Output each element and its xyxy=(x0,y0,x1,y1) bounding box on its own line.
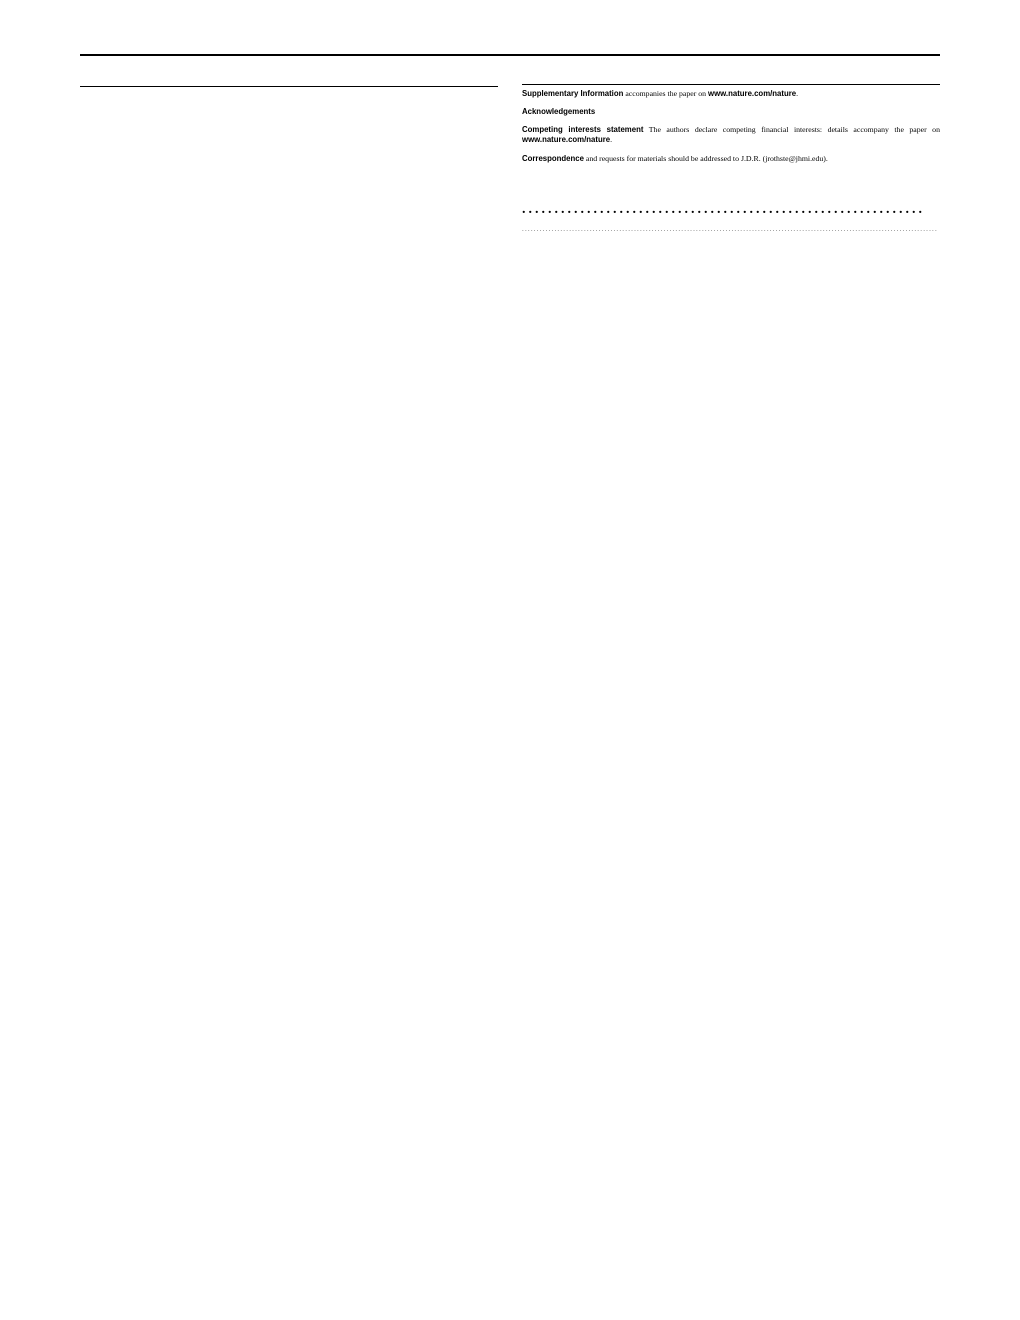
dotted-divider: ........................................… xyxy=(522,225,940,234)
corr-text: and requests for materials should be add… xyxy=(586,154,828,163)
supplementary-info: Supplementary Information accompanies th… xyxy=(522,89,940,99)
divider xyxy=(80,86,498,87)
acknowledgements: Acknowledgements xyxy=(522,107,940,117)
competing-interests: Competing interests statement The author… xyxy=(522,125,940,145)
two-column-layout: Supplementary Information accompanies th… xyxy=(80,76,940,238)
journal-section-header xyxy=(80,50,940,56)
left-column xyxy=(80,76,498,238)
right-column: Supplementary Information accompanies th… xyxy=(522,76,940,238)
correspondence: Correspondence and requests for material… xyxy=(522,154,940,164)
article-separator-dots: ........................................… xyxy=(522,204,940,215)
divider xyxy=(522,84,940,85)
suppl-text: accompanies the paper on www.nature.com/… xyxy=(625,89,798,98)
